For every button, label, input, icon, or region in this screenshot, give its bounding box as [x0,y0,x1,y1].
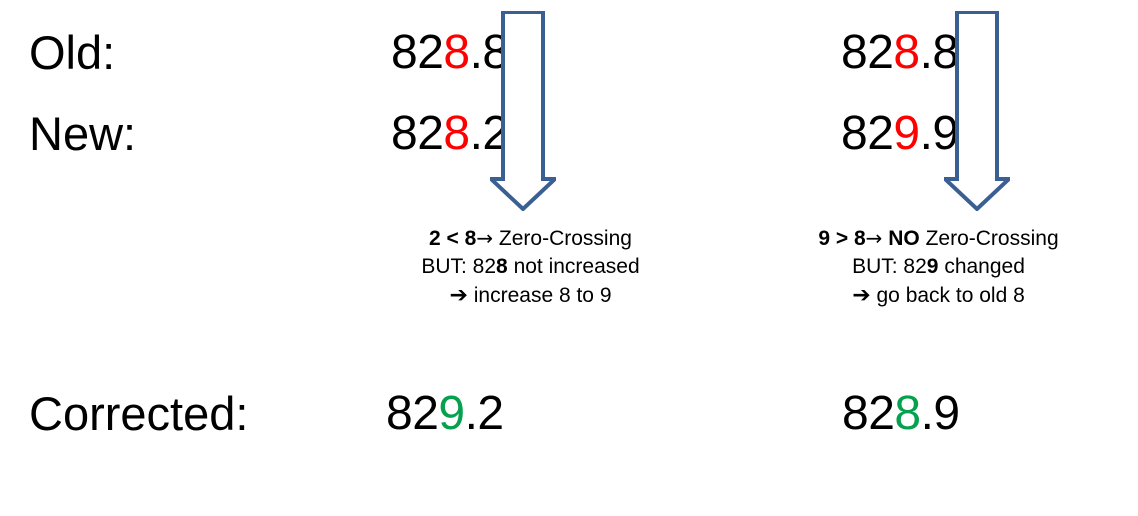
annotation-left-line2-digit: 8 [496,254,508,278]
right-arrow-icon: → [865,226,883,250]
value-left-new-prefix: 82 [391,107,444,160]
value-right-corrected-prefix: 82 [842,387,895,440]
value-right-new-highlight-digit: 9 [893,107,920,160]
down-block-arrow-icon [490,11,556,211]
value-right-new-suffix: .9 [919,107,960,160]
value-left-old-highlight-digit: 8 [443,26,470,79]
annotation-right-line-1: 9 > 8→ NO Zero-Crossing [766,225,1111,253]
annotation-right-line2-rest: changed [944,254,1025,278]
annotation-left-line-1: 2 < 8→ Zero-Crossing [378,225,683,253]
bold-right-arrow-icon: ➔ [852,282,871,308]
row-label-new: New: [29,107,137,160]
value-right-old: 828.8 [841,29,959,77]
value-right-corrected-highlight-digit: 8 [894,387,921,440]
annotation-right-line1-result: Zero-Crossing [925,227,1059,250]
annotation-left-line-2: BUT: 828 not increased [378,253,683,281]
down-block-arrow-icon [944,11,1010,211]
row-label-corrected: Corrected: [29,387,249,440]
value-right-new-prefix: 82 [841,107,894,160]
value-right-corrected-suffix: .9 [920,387,961,440]
value-right-old-suffix: .8 [919,26,960,79]
annotation-right-line2-digit: 9 [926,254,939,278]
value-right-old-prefix: 82 [841,26,894,79]
value-left-corrected-highlight-digit: 9 [438,387,465,440]
value-right-old-highlight-digit: 8 [893,26,920,79]
value-left-old-prefix: 82 [391,26,444,79]
right-arrow-icon: → [476,226,494,250]
value-right-new: 829.9 [841,110,959,158]
value-left-new-highlight-digit: 8 [443,107,470,160]
annotation-right-line2-prefix: BUT: 82 [852,254,927,278]
annotation-right-case: 9 > 8→ NO Zero-Crossing BUT: 829 changed… [766,225,1111,310]
annotation-right-line-3: ➔ go back to old 8 [766,281,1111,310]
annotation-left-case: 2 < 8→ Zero-Crossing BUT: 828 not increa… [378,225,683,310]
value-left-corrected: 829.2 [386,390,504,438]
bold-right-arrow-icon: ➔ [449,282,468,308]
annotation-left-line-3: ➔ increase 8 to 9 [378,281,683,310]
annotation-left-line1-result: Zero-Crossing [498,227,632,250]
annotation-right-line3-action: go back to old 8 [876,283,1025,307]
annotation-left-line2-prefix: BUT: 82 [421,254,497,278]
annotation-left-line1-condition: 2 < 8 [429,227,477,250]
annotation-right-line-2: BUT: 829 changed [766,253,1111,281]
value-left-corrected-prefix: 82 [386,387,439,440]
annotation-right-line1-condition: 9 > 8 [818,227,866,250]
annotation-left-line3-action: increase 8 to 9 [473,283,612,307]
annotation-left-line2-rest: not increased [513,254,640,278]
value-right-corrected: 828.9 [842,390,960,438]
value-left-corrected-suffix: .2 [464,387,505,440]
annotation-right-line1-negation: NO [888,227,920,250]
row-label-old: Old: [29,26,116,79]
